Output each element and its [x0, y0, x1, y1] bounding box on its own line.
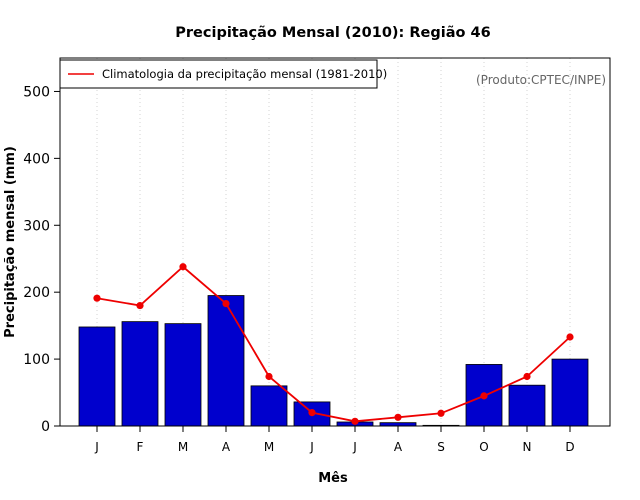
grid-lines — [96, 58, 571, 426]
bar — [508, 384, 546, 427]
x-tick-label: N — [523, 440, 532, 454]
y-tick-label: 500 — [23, 84, 50, 100]
y-axis-label: Precipitação mensal (mm) — [3, 146, 18, 338]
climatology-point — [308, 409, 316, 417]
legend-box — [59, 59, 378, 89]
y-tick-label: 400 — [23, 151, 50, 167]
x-tick-label: M — [178, 440, 188, 454]
climatology-point — [523, 372, 531, 381]
bar — [250, 385, 288, 427]
credit-text: (Produto:CPTEC/INPE) — [476, 73, 606, 87]
x-tick-label: F — [137, 440, 144, 454]
legend-label: Climatologia da precipitação mensal (198… — [102, 67, 387, 81]
climatology-point — [93, 294, 101, 302]
climatology-point — [437, 409, 445, 417]
x-tick-label: M — [264, 440, 274, 454]
bar — [121, 321, 159, 427]
chart-title: Precipitação Mensal (2010): Região 46 — [175, 25, 490, 41]
y-tick-label: 100 — [23, 352, 50, 368]
climatology-point — [351, 417, 359, 425]
bar — [207, 295, 245, 427]
y-tick-label: 0 — [41, 419, 50, 435]
climatology-point — [265, 372, 273, 381]
legend: Climatologia da precipitação mensal (198… — [59, 59, 387, 89]
bar — [78, 326, 116, 427]
climatology-point — [222, 299, 230, 308]
climatology-point — [179, 263, 187, 271]
x-tick-label: J — [94, 440, 99, 454]
bar — [551, 358, 589, 427]
bar — [164, 323, 202, 427]
y-tick-label: 300 — [23, 218, 50, 234]
climatology-point — [480, 392, 488, 400]
climatology-point — [566, 333, 574, 341]
plot-frame — [59, 57, 611, 427]
climatology-line — [96, 265, 571, 423]
climatology-point — [394, 413, 402, 421]
x-tick-label: D — [565, 440, 574, 454]
x-tick-label: J — [309, 440, 314, 454]
climatology-point — [136, 301, 144, 310]
bar-series — [78, 295, 589, 427]
x-tick-label: S — [437, 440, 445, 454]
x-axis-label: Mês — [318, 471, 348, 486]
y-tick-label: 200 — [23, 285, 50, 301]
climatology-series — [93, 263, 574, 425]
x-tick-label: A — [222, 440, 231, 454]
x-tick-label: O — [479, 440, 488, 454]
x-tick-label: A — [394, 440, 403, 454]
bar — [379, 422, 417, 427]
x-tick-label: J — [352, 440, 357, 454]
y-axis: 0 100 200 300 400 500 — [23, 84, 60, 435]
